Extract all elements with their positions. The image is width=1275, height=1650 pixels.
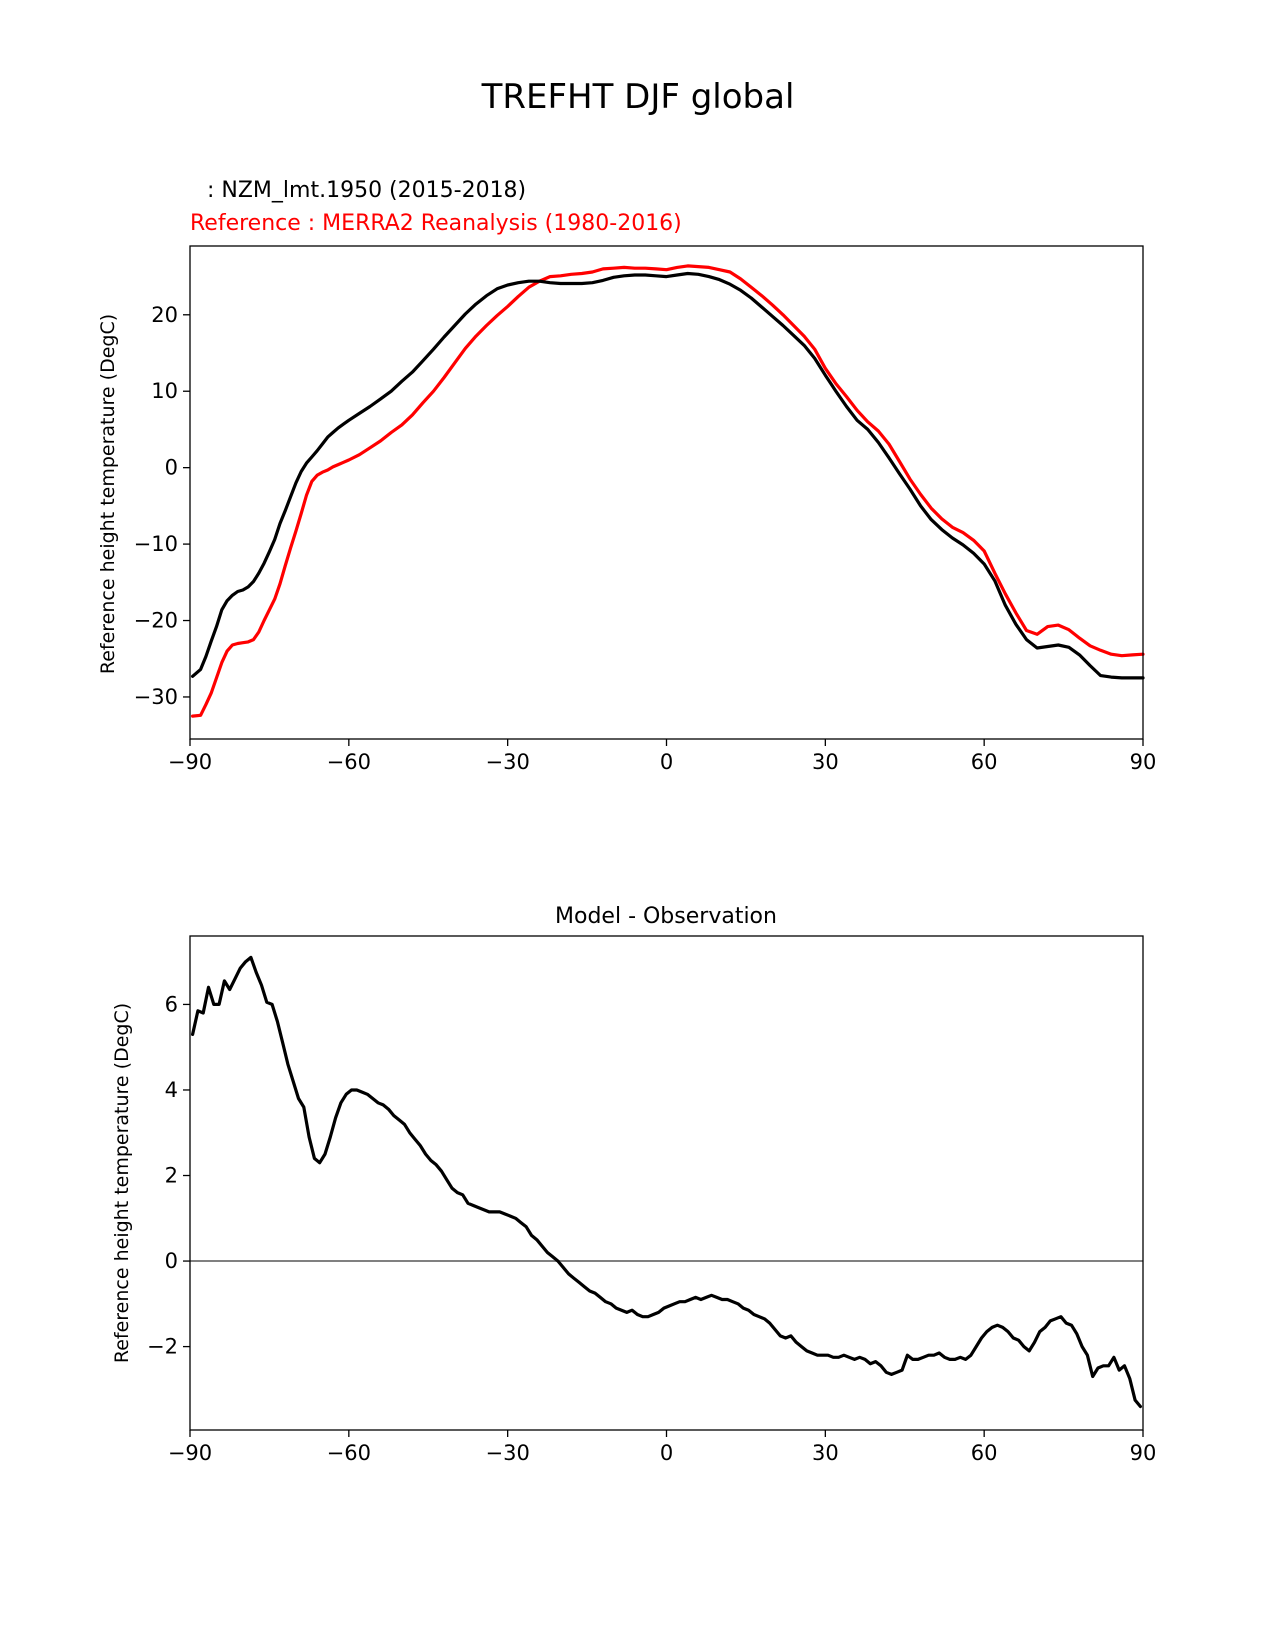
bottom-plot-frame [189, 935, 1144, 1431]
bottom-x-tick-label: 60 [971, 1441, 998, 1465]
bottom-series-line-model [191, 955, 1143, 1409]
top-y-tick-label: −20 [134, 609, 178, 633]
top-y-axis-label: Reference height temperature (DegC) [97, 314, 119, 674]
bottom-y-tick-label: 2 [165, 1164, 178, 1188]
top-series-line-model [191, 271, 1145, 680]
top-x-tick-label: −60 [327, 750, 371, 774]
bottom-y-tick-label: −2 [147, 1335, 178, 1359]
model-subtitle: : NZM_lmt.1950 (2015-2018) [207, 178, 526, 203]
top-x-tick-label: 60 [971, 750, 998, 774]
top-y-tick-label: 20 [151, 303, 178, 327]
figure-title: TREFHT DJF global [481, 77, 795, 117]
top-x-tick-label: 30 [812, 750, 839, 774]
climatology-panel: : NZM_lmt.1950 (2015-2018) Reference : M… [97, 178, 1156, 774]
bottom-y-tick-label: 4 [165, 1078, 178, 1102]
difference-title: Model - Observation [555, 904, 777, 929]
top-plot-frame [189, 245, 1144, 740]
bottom-x-tick-label: 0 [660, 1441, 673, 1465]
top-y-tick-label: 0 [165, 456, 178, 480]
bottom-x-tick-label: −60 [327, 1441, 371, 1465]
bottom-x-tick-label: −90 [168, 1441, 212, 1465]
bottom-y-tick-label: 0 [165, 1249, 178, 1273]
reference-subtitle: Reference : MERRA2 Reanalysis (1980-2016… [190, 211, 682, 236]
top-x-tick-label: −90 [168, 750, 212, 774]
top-y-tick-label: −30 [134, 685, 178, 709]
top-series-line-reference [191, 264, 1145, 718]
bottom-x-tick-label: 30 [812, 1441, 839, 1465]
bottom-y-axis-label: Reference height temperature (DegC) [111, 1003, 133, 1363]
top-x-tick-label: −30 [486, 750, 530, 774]
top-y-tick-label: 10 [151, 379, 178, 403]
bottom-y-tick-label: 6 [165, 992, 178, 1016]
top-x-tick-label: 0 [660, 750, 673, 774]
difference-panel: Model - Observation Reference height tem… [111, 904, 1156, 1465]
top-y-tick-label: −10 [134, 532, 178, 556]
bottom-x-tick-label: −30 [486, 1441, 530, 1465]
bottom-x-tick-label: 90 [1130, 1441, 1157, 1465]
top-x-tick-label: 90 [1130, 750, 1157, 774]
